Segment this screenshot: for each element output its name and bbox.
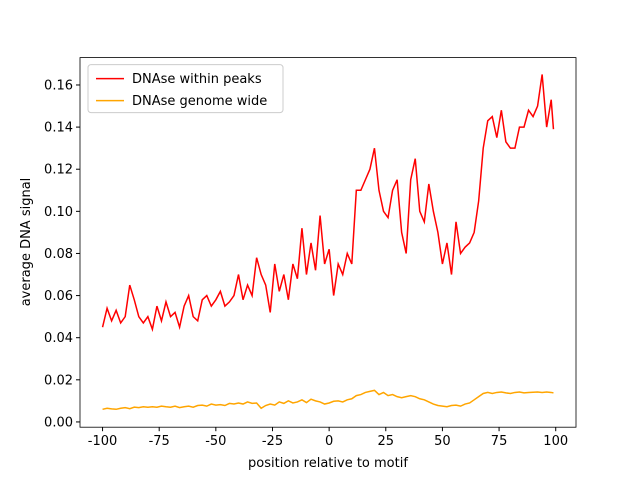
y-axis-label: average DNA signal bbox=[19, 178, 34, 307]
x-tick-label: 50 bbox=[434, 434, 451, 449]
data-line bbox=[101, 74, 555, 333]
y-tick-label: 0.02 bbox=[44, 373, 73, 388]
y-tick-label: 0.04 bbox=[44, 331, 73, 346]
y-tick-label: 0.10 bbox=[44, 205, 73, 220]
x-tick-label: -50 bbox=[205, 434, 226, 449]
data-line bbox=[102, 389, 554, 411]
y-tick-label: 0.08 bbox=[44, 247, 73, 262]
x-tick-label: 0 bbox=[325, 434, 333, 449]
x-tick-label: -25 bbox=[262, 434, 283, 449]
x-tick-label: 75 bbox=[491, 434, 508, 449]
x-axis-label: position relative to motif bbox=[248, 456, 408, 471]
x-tick-label: -75 bbox=[149, 434, 170, 449]
plot-frame bbox=[79, 57, 577, 428]
y-tick-label: 0.12 bbox=[44, 163, 73, 178]
legend-box bbox=[87, 64, 284, 114]
x-tick-label: -100 bbox=[88, 434, 118, 449]
x-tick-label: 25 bbox=[378, 434, 395, 449]
y-tick-label: 0.00 bbox=[44, 415, 73, 430]
y-tick-label: 0.06 bbox=[44, 289, 73, 304]
x-tick-label: 100 bbox=[543, 434, 568, 449]
y-tick-label: 0.14 bbox=[44, 121, 73, 136]
legend-label: DNAse genome wide bbox=[132, 94, 267, 109]
y-tick-label: 0.16 bbox=[44, 78, 73, 93]
legend-label: DNAse within peaks bbox=[132, 72, 262, 87]
